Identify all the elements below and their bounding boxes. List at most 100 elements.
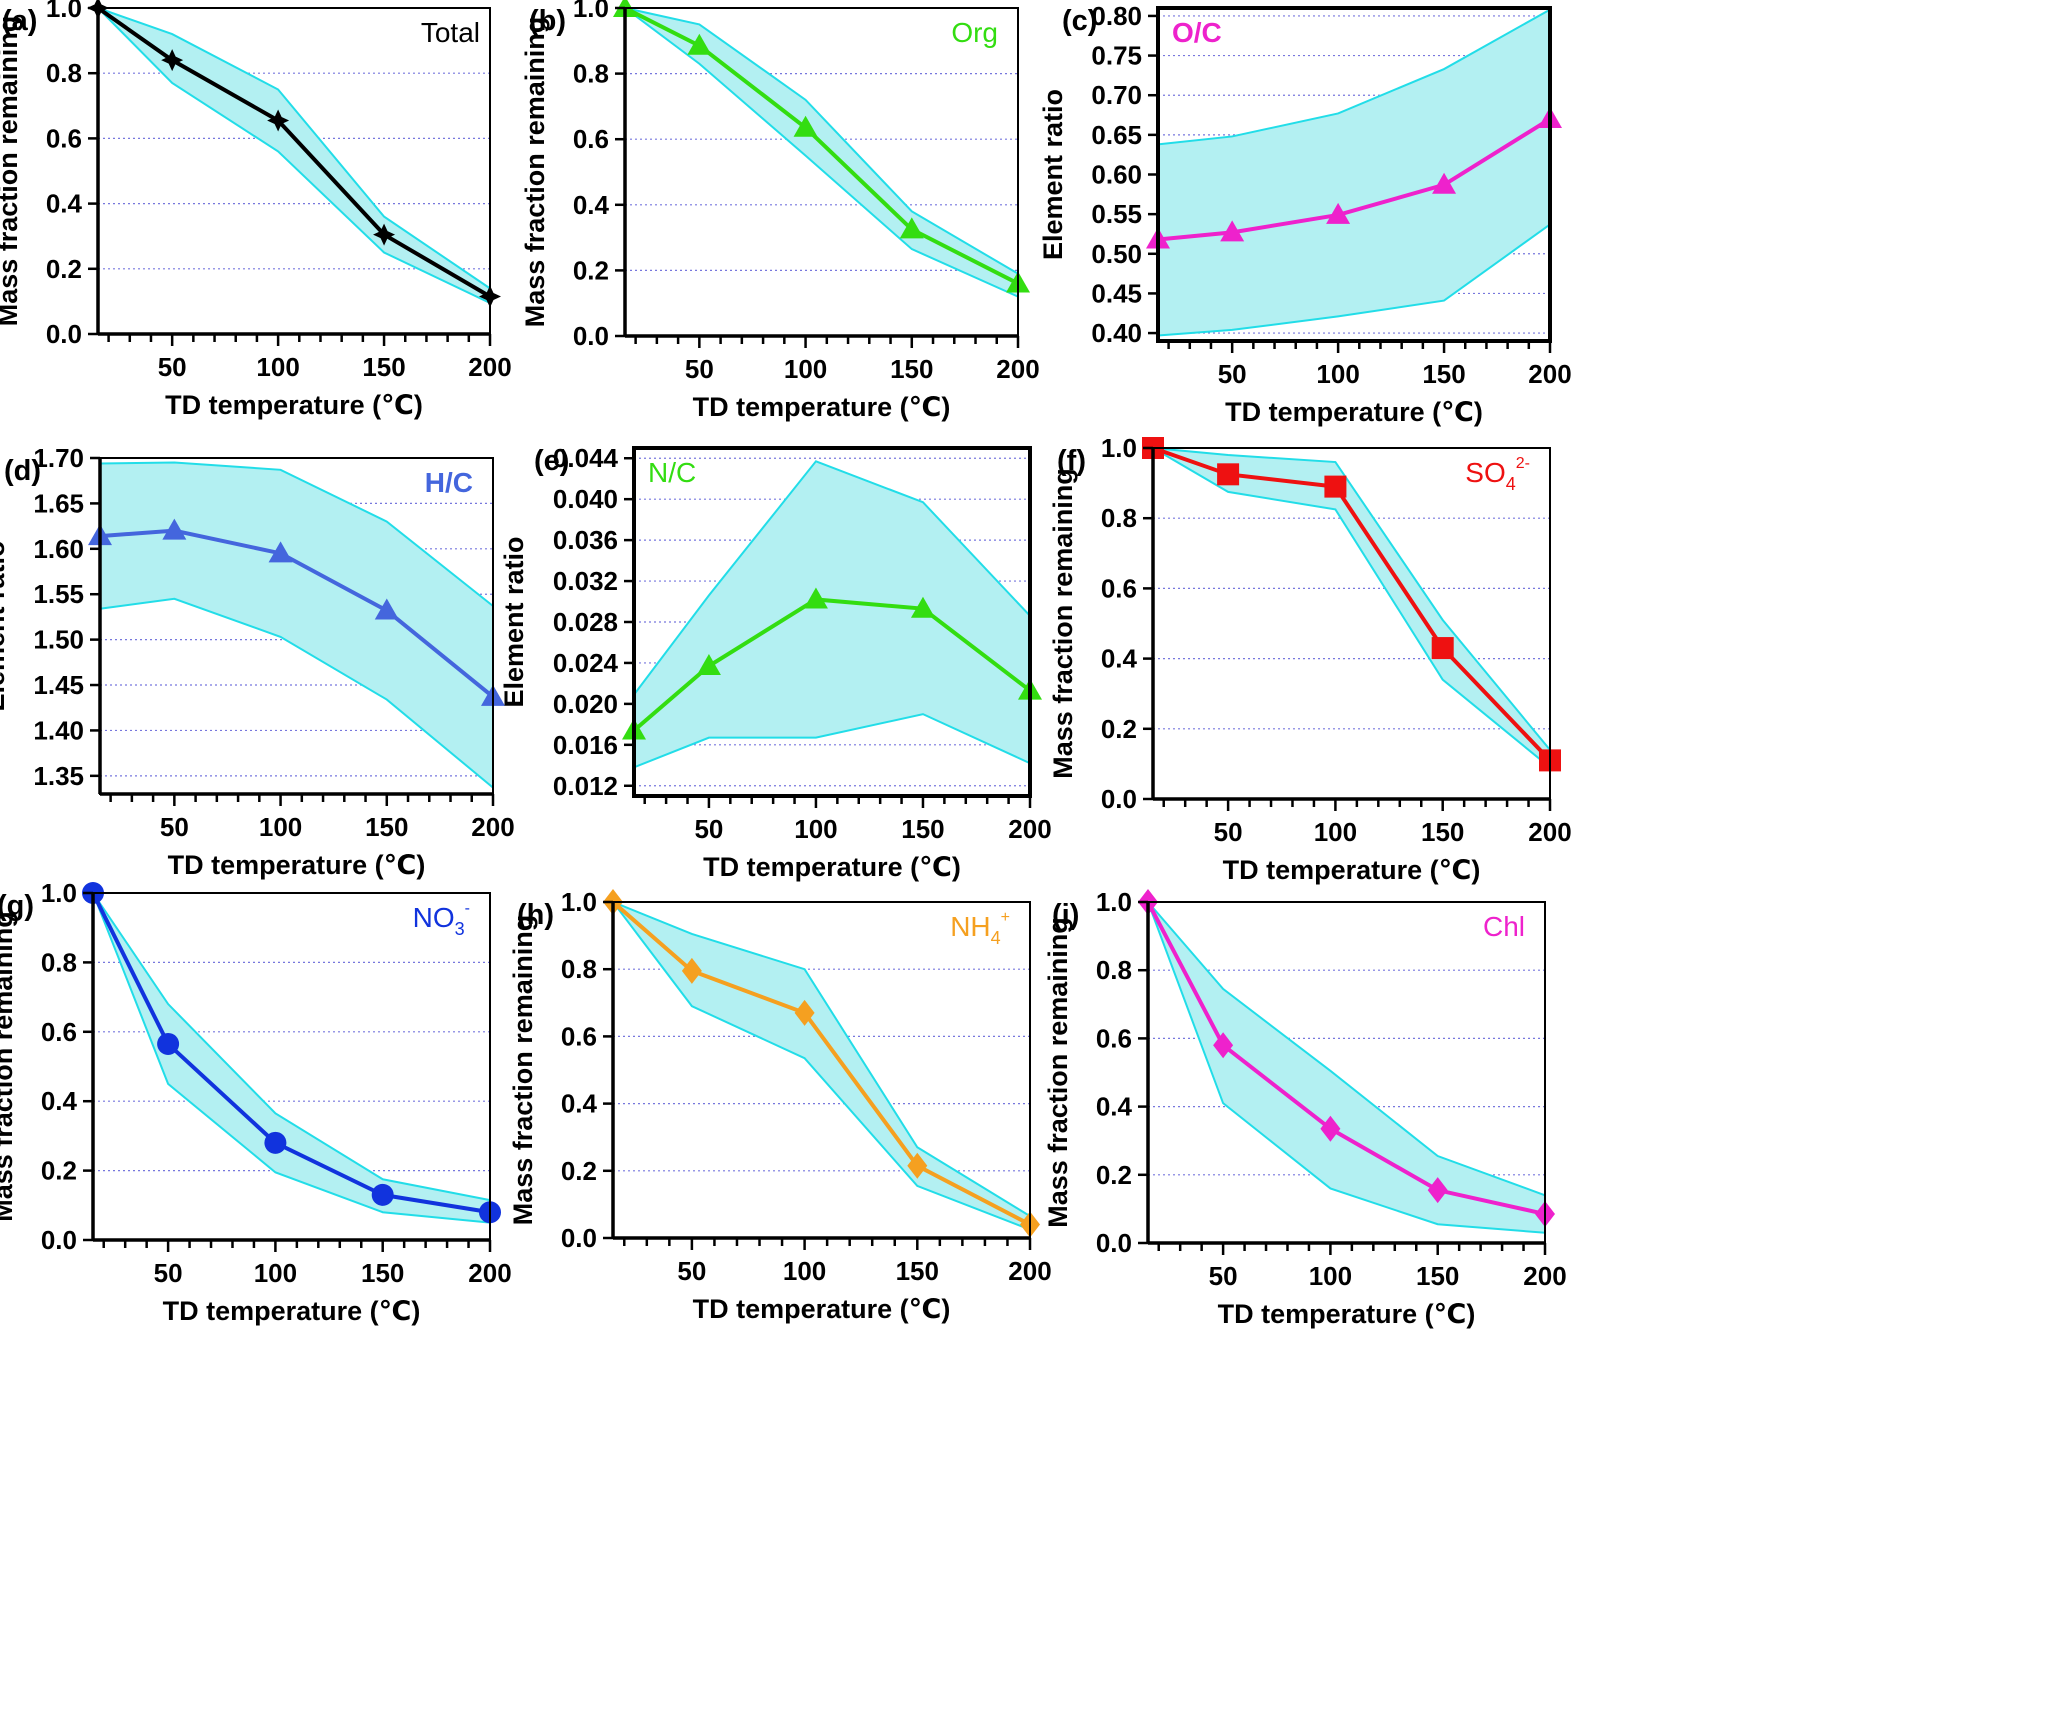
band-upper-edge: [624, 7, 1019, 275]
band-upper-edge: [1157, 8, 1551, 146]
y-tick-label: 1.65: [33, 488, 84, 518]
y-tick-label: 0.4: [41, 1086, 78, 1116]
y-axis-label: Element ratio: [499, 536, 529, 707]
x-tick-label: 100: [1314, 817, 1357, 847]
band-lower-edge: [612, 901, 1031, 1231]
data-point: [373, 223, 396, 246]
y-tick-label: 0.6: [561, 1021, 597, 1051]
x-tick-label: 100: [1309, 1261, 1352, 1291]
data-point: [696, 654, 721, 676]
y-tick-label: 0.75: [1091, 41, 1142, 71]
data-point: [264, 1131, 287, 1154]
uncertainty-band: [100, 462, 493, 788]
y-tick-label: 0.55: [1091, 199, 1142, 229]
species-subscript: 4: [1506, 474, 1516, 494]
species-name: O/C: [1172, 17, 1222, 48]
y-tick-label: 0.012: [553, 771, 618, 801]
species-label: N/C: [648, 457, 696, 488]
band-lower-edge: [1157, 223, 1551, 337]
species-subscript: 3: [455, 919, 465, 939]
y-tick-label: 0.016: [553, 730, 618, 760]
uncertainty-band: [93, 893, 490, 1223]
y-tick-label: 0.0: [561, 1223, 597, 1253]
uncertainty-band: [1158, 9, 1550, 336]
x-tick-label: 150: [901, 814, 944, 844]
panel-b: 50 100 150 200 0.0 0.2 0.4 0.6 0.8 1.0 TD temperat…: [520, 0, 1040, 422]
x-tick-label: 150: [365, 812, 408, 842]
x-tick-label: 200: [1523, 1261, 1566, 1291]
y-tick-label: 1.0: [41, 878, 77, 908]
y-tick-label: 0.0: [41, 1225, 77, 1255]
x-tick-label: 50: [1214, 817, 1243, 847]
x-tick-label: 100: [783, 1256, 826, 1286]
panel-label: (e): [534, 445, 569, 477]
x-axis-label: TD temperature (℃): [1223, 855, 1481, 885]
y-tick-label: 0.2: [1096, 1160, 1132, 1190]
y-tick-label: 0.50: [1091, 239, 1142, 269]
x-axis-label: TD temperature (℃): [693, 392, 951, 422]
y-tick-label: 0.2: [1101, 714, 1137, 744]
data-point: [681, 957, 702, 984]
species-name: NO: [413, 902, 455, 933]
x-axis-label: TD temperature (℃): [163, 1296, 421, 1326]
data-point: [268, 541, 293, 563]
data-point: [1213, 1032, 1234, 1059]
data-point: [162, 518, 187, 540]
panel-i: 50 100 150 200 0.0 0.2 0.4 0.6 0.8 1.0 TD temperat…: [1043, 887, 1567, 1329]
y-tick-label: 1.0: [1096, 887, 1132, 917]
panel-label: (f): [1057, 445, 1086, 477]
y-tick-label: 0.4: [46, 189, 83, 219]
panel-label: (b): [529, 5, 566, 37]
y-tick-label: 1.45: [33, 670, 84, 700]
band-upper-edge: [1147, 901, 1546, 1197]
data-point: [1427, 1177, 1448, 1204]
y-tick-label: 0.6: [1096, 1023, 1132, 1053]
x-tick-label: 150: [890, 354, 933, 384]
band-lower-edge: [97, 7, 491, 304]
species-label: H/C: [425, 467, 473, 498]
y-tick-label: 0.2: [46, 254, 82, 284]
y-tick-label: 0.0: [573, 321, 609, 351]
x-tick-label: 200: [1528, 817, 1571, 847]
data-point: [1324, 475, 1347, 498]
x-tick-label: 50: [685, 354, 714, 384]
y-tick-label: 0.65: [1091, 120, 1142, 150]
data-point: [687, 33, 712, 55]
data-point: [1432, 172, 1457, 194]
band-upper-edge: [97, 7, 491, 290]
y-tick-label: 0.8: [1101, 503, 1137, 533]
y-tick-label: 0.2: [573, 255, 609, 285]
band-lower-edge: [99, 597, 494, 789]
y-tick-label: 0.80: [1091, 1, 1142, 31]
y-tick-label: 0.024: [553, 648, 619, 678]
y-axis-label: Mass fraction remaining: [520, 17, 550, 328]
panel-label: (i): [1052, 899, 1079, 931]
y-tick-label: 1.0: [1101, 433, 1137, 463]
x-tick-label: 150: [1422, 359, 1465, 389]
y-tick-label: 0.8: [41, 947, 77, 977]
species-subscript: 4: [991, 928, 1001, 948]
species-name: Chl: [1483, 911, 1525, 942]
panel-f: 50 100 150 200 0.0 0.2 0.4 0.6 0.8 1.0 TD temperat…: [1048, 433, 1572, 885]
y-tick-label: 0.6: [41, 1017, 77, 1047]
species-label: Total: [421, 17, 480, 48]
y-tick-label: 0.028: [553, 607, 618, 637]
y-tick-label: 1.0: [573, 0, 609, 23]
species-label: Chl: [1483, 911, 1525, 942]
y-axis-label: Mass fraction remaining: [1043, 917, 1073, 1228]
plot-frame: [624, 7, 1019, 337]
y-tick-label: 0.044: [553, 443, 619, 473]
band-lower-edge: [92, 892, 491, 1224]
y-tick-label: 1.50: [33, 625, 84, 655]
y-tick-label: 0.8: [573, 59, 609, 89]
y-tick-label: 0.036: [553, 525, 618, 555]
y-axis-label: Mass fraction remaining: [0, 911, 18, 1222]
y-axis-label: Mass fraction remaining: [1048, 468, 1078, 779]
y-tick-label: 0.020: [553, 689, 618, 719]
data-point: [794, 999, 815, 1026]
panel-d: 50 100 150 200 1.35 1.40 1.45 1.50 1.55 1.60 1.65 1…: [0, 443, 515, 880]
data-point: [907, 1152, 928, 1179]
data-point: [1220, 220, 1245, 242]
y-tick-label: 0.70: [1091, 80, 1142, 110]
band-lower-edge: [633, 713, 1031, 769]
